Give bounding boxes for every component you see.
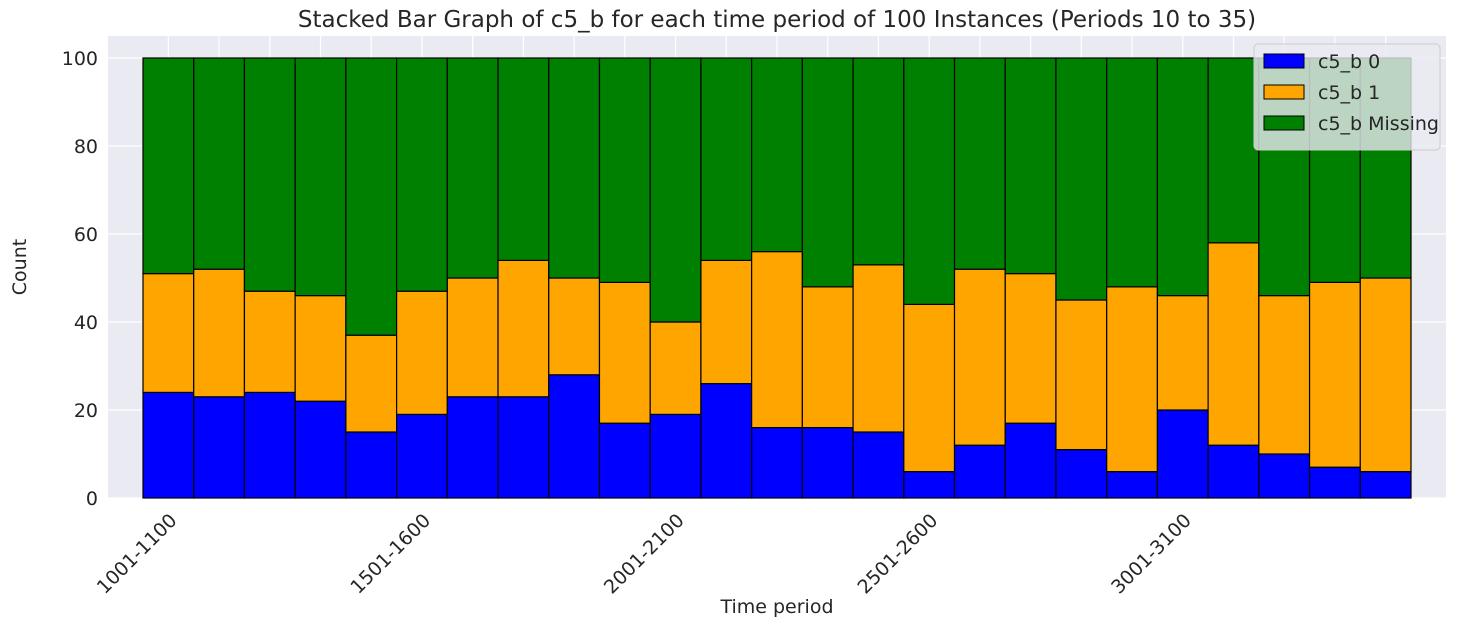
bar-segment	[751, 251, 803, 429]
bar-segment	[396, 290, 448, 416]
x-tick-label: 1501-1600	[346, 510, 435, 599]
bar-segment	[497, 396, 550, 499]
bar-segment	[1258, 453, 1311, 499]
x-axis-label: Time period	[719, 596, 833, 618]
bar-segment	[852, 264, 905, 433]
bar-segment	[1207, 242, 1260, 446]
bar-segment	[953, 57, 1006, 270]
bar-segment	[700, 57, 753, 261]
bar-segment	[497, 259, 550, 398]
bar-segment	[193, 396, 246, 499]
bar-segment	[1055, 449, 1108, 499]
bar-segment	[903, 303, 956, 473]
y-tick-label: 40	[74, 312, 98, 334]
legend-swatch	[1263, 53, 1305, 69]
bar-segment	[953, 444, 1006, 499]
x-tick-label: 2501-2600	[854, 510, 943, 599]
bar-segment	[446, 57, 499, 279]
bar-segment	[497, 57, 550, 261]
bar-segment	[801, 286, 854, 429]
legend-swatch	[1263, 115, 1305, 131]
bar-segment	[1004, 273, 1057, 424]
bar-segment	[1308, 281, 1361, 468]
bar-segment	[446, 277, 499, 398]
bar-segment	[801, 57, 854, 288]
bar-segment	[1359, 277, 1412, 473]
bar-segment	[852, 57, 905, 266]
y-tick-label: 100	[62, 48, 98, 70]
bar-segment	[751, 427, 803, 499]
bar-segment	[243, 391, 296, 499]
bar-segment	[649, 57, 702, 323]
x-tick-label: 2001-2100	[600, 510, 689, 599]
bar-segment	[548, 374, 601, 499]
legend-label: c5_b 1	[1318, 82, 1380, 104]
chart-title: Stacked Bar Graph of c5_b for each time …	[298, 7, 1256, 33]
x-tick-label: 1001-1100	[93, 510, 182, 599]
bar-segment	[1308, 466, 1361, 499]
bar-segment	[649, 321, 702, 416]
bar-segment	[1004, 422, 1057, 499]
y-tick-label: 20	[74, 400, 98, 422]
legend-label: c5_b Missing	[1318, 113, 1439, 135]
bar-segment	[1258, 295, 1311, 455]
bar-segment	[1106, 286, 1159, 473]
bar-segment	[396, 57, 448, 292]
bar-segment	[548, 57, 601, 279]
y-axis-label: Count	[9, 239, 31, 295]
bar-segment	[852, 431, 905, 499]
bar-segment	[142, 273, 195, 394]
bar-segment	[193, 268, 246, 398]
bar-segment	[142, 57, 195, 275]
bar-segment	[1106, 471, 1159, 499]
y-tick-label: 60	[74, 224, 98, 246]
bar-segment	[142, 391, 195, 499]
bar-segment	[1156, 295, 1209, 411]
bar-segment	[193, 57, 246, 270]
bar-segment	[1156, 57, 1209, 297]
bar-segment	[1055, 299, 1108, 451]
bar-segment	[1004, 57, 1057, 275]
bar-segment	[294, 57, 347, 297]
bar-segment	[345, 57, 398, 336]
bar-segment	[446, 396, 499, 499]
bar-segment	[598, 57, 651, 283]
bar-segment	[598, 422, 651, 499]
bar-segment	[294, 400, 347, 499]
bar-segment	[345, 334, 398, 433]
bar-segment	[700, 259, 753, 385]
bar-segment	[1207, 57, 1260, 244]
bar-segment	[649, 413, 702, 499]
bar-segment	[953, 268, 1006, 446]
bar-segment	[598, 281, 651, 424]
bar-segment	[345, 431, 398, 499]
bar-segment	[751, 57, 803, 253]
bar-segment	[1359, 471, 1412, 499]
x-tick-label: 3001-3100	[1107, 510, 1196, 599]
bar-segment	[700, 383, 753, 499]
bar-segment	[396, 413, 448, 499]
bar-segment	[1207, 444, 1260, 499]
bar-segment	[801, 427, 854, 499]
bar-segment	[1156, 409, 1209, 499]
bar-segment	[294, 295, 347, 402]
bar-segment	[1106, 57, 1159, 288]
legend-swatch	[1263, 84, 1305, 100]
bar-segment	[1055, 57, 1108, 301]
bar-segment	[903, 471, 956, 499]
bar-segment	[243, 290, 296, 394]
y-tick-label: 0	[86, 488, 98, 510]
bar-segment	[548, 277, 601, 376]
legend-label: c5_b 0	[1318, 51, 1380, 73]
bar-segment	[243, 57, 296, 292]
bar-segment	[903, 57, 956, 305]
y-tick-label: 80	[74, 136, 98, 158]
